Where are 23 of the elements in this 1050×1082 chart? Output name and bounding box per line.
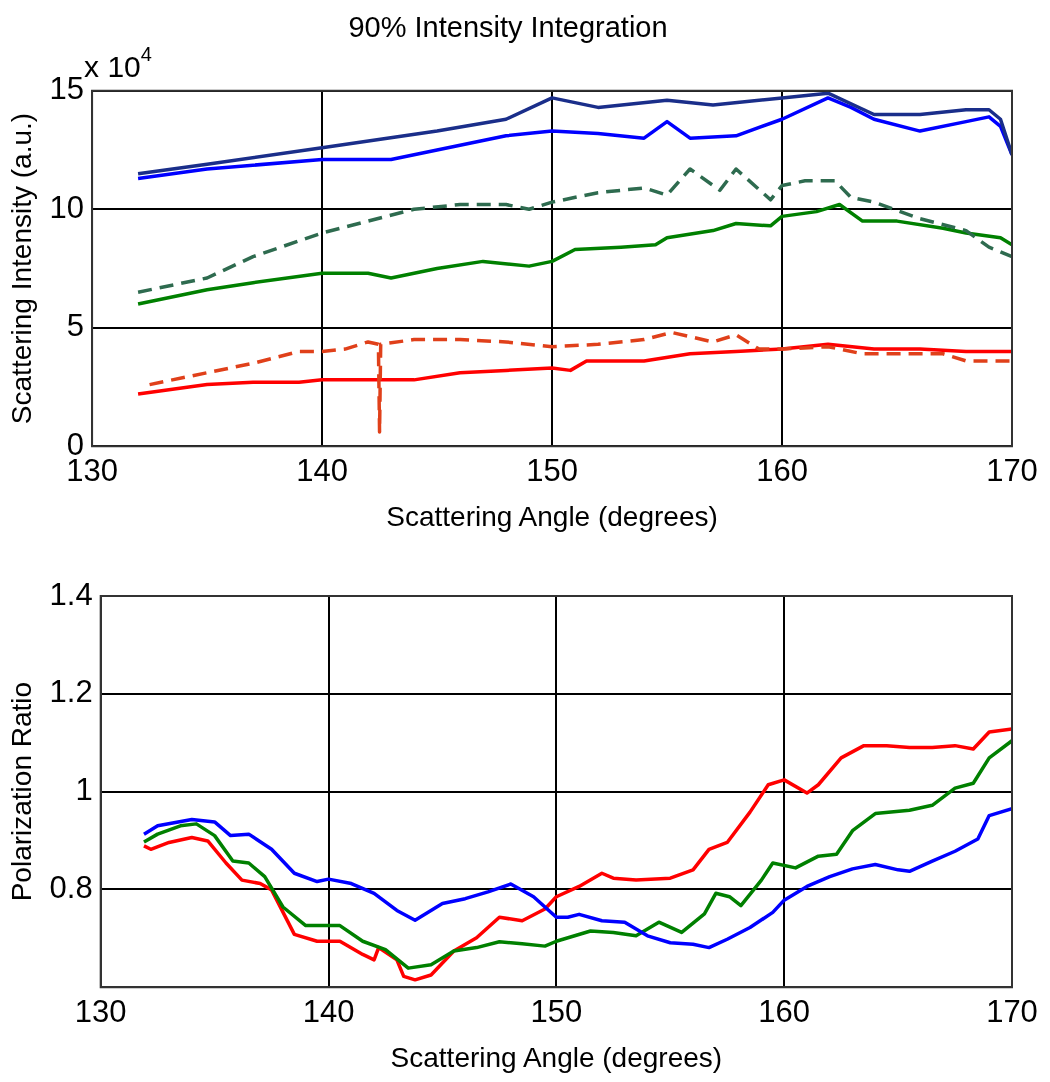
y-tick-label: 10 xyxy=(49,189,85,225)
x-axis-title: Scattering Angle (degrees) xyxy=(386,500,718,532)
x-tick-label: 150 xyxy=(526,453,578,489)
y-tick-label: 1.4 xyxy=(49,576,93,612)
chart-title: 90% Intensity Integration xyxy=(348,11,668,44)
y-tick-label: 5 xyxy=(66,308,85,344)
x-tick-label: 150 xyxy=(530,994,583,1030)
y-tick-label: 1.2 xyxy=(49,674,93,710)
y-axis-title: Polarization Ratio xyxy=(5,681,37,902)
y-tick-label: 15 xyxy=(49,71,85,107)
line-series xyxy=(147,330,1012,434)
x-tick-label: 130 xyxy=(74,994,127,1030)
x-tick-label: 140 xyxy=(302,994,355,1030)
y-tick-label: 1 xyxy=(75,772,93,808)
x-tick-label: 160 xyxy=(756,453,808,489)
x-tick-label: 160 xyxy=(758,994,811,1030)
y-axis-title: Scattering Intensity (a.u.) xyxy=(5,112,37,425)
y-tick-label: 0.8 xyxy=(49,869,93,905)
line-series xyxy=(136,167,1012,294)
x-tick-label: 170 xyxy=(986,453,1038,489)
x-tick-label: 140 xyxy=(296,453,348,489)
x-tick-label: 170 xyxy=(986,994,1038,1030)
x-axis-title: Scattering Angle (degrees) xyxy=(390,1041,723,1073)
